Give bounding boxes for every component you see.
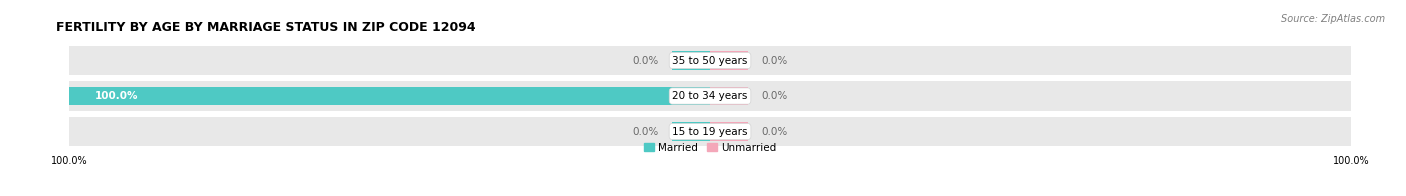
- Text: 0.0%: 0.0%: [761, 55, 787, 65]
- Bar: [69, 46, 1351, 75]
- Text: 35 to 50 years: 35 to 50 years: [672, 55, 748, 65]
- Text: 20 to 34 years: 20 to 34 years: [672, 91, 748, 101]
- Bar: [672, 51, 710, 70]
- Bar: [69, 87, 710, 105]
- Legend: Married, Unmarried: Married, Unmarried: [640, 138, 780, 157]
- Bar: [69, 117, 1351, 146]
- Text: 0.0%: 0.0%: [633, 55, 659, 65]
- Text: 0.0%: 0.0%: [633, 127, 659, 137]
- Bar: [710, 122, 748, 141]
- Bar: [710, 51, 748, 70]
- Bar: [672, 122, 710, 141]
- Text: FERTILITY BY AGE BY MARRIAGE STATUS IN ZIP CODE 12094: FERTILITY BY AGE BY MARRIAGE STATUS IN Z…: [56, 21, 475, 34]
- Text: 0.0%: 0.0%: [761, 127, 787, 137]
- Bar: [672, 87, 710, 105]
- Text: Source: ZipAtlas.com: Source: ZipAtlas.com: [1281, 14, 1385, 24]
- Text: 100.0%: 100.0%: [94, 91, 138, 101]
- Text: 0.0%: 0.0%: [761, 91, 787, 101]
- Text: 15 to 19 years: 15 to 19 years: [672, 127, 748, 137]
- Bar: [69, 82, 1351, 111]
- Bar: [710, 87, 748, 105]
